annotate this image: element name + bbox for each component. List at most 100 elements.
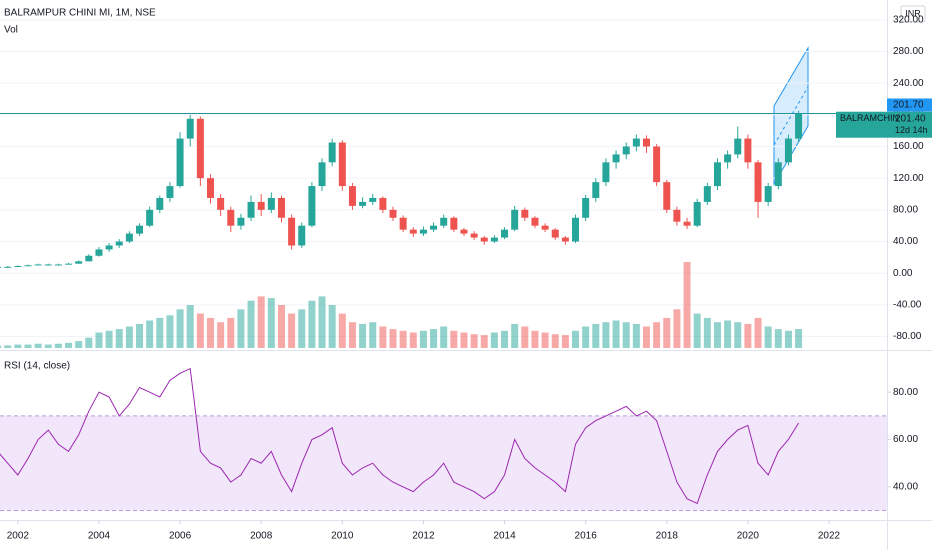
volume-bar — [34, 343, 42, 348]
volume-bar — [501, 330, 509, 348]
volume-bar — [632, 323, 640, 348]
volume-bar — [0, 345, 2, 348]
candle-body — [450, 217, 458, 230]
candle-body — [34, 264, 42, 266]
volume-bar — [156, 317, 164, 348]
hline-price: 201.70 — [893, 100, 924, 111]
volume-bar — [24, 344, 32, 348]
volume-bar — [450, 330, 458, 348]
candle-body — [683, 221, 691, 226]
parallel-channel[interactable] — [773, 46, 809, 186]
volume-bar — [267, 298, 275, 348]
volume-bar — [298, 309, 306, 348]
x-tick-label: 2010 — [331, 531, 354, 542]
candle-body — [440, 217, 448, 226]
last-price: 201.40 — [895, 113, 926, 124]
candle-body — [54, 264, 62, 266]
candle-body — [156, 197, 164, 210]
volume-bar — [724, 320, 732, 348]
y-tick-label: -80.00 — [893, 331, 922, 342]
candle-body — [227, 209, 235, 226]
candle-body — [744, 138, 752, 163]
volume-bar — [531, 330, 539, 348]
x-tick-label: 2012 — [412, 531, 435, 542]
volume-bar — [511, 323, 519, 348]
volume-bar — [359, 323, 367, 348]
volume-bar — [409, 332, 417, 348]
candle-body — [176, 138, 184, 187]
currency-button[interactable] — [900, 5, 926, 23]
candle-body — [784, 138, 792, 163]
candle-body — [724, 154, 732, 163]
candle-body — [206, 178, 214, 198]
candle-body — [85, 255, 93, 262]
volume-bar — [521, 326, 529, 348]
volume-bar — [541, 332, 549, 348]
candle-body — [551, 229, 559, 238]
volume-bar — [369, 322, 377, 348]
volume-bar — [683, 262, 691, 348]
candle-body — [531, 217, 539, 226]
volume-bar — [693, 313, 701, 348]
volume-bar — [653, 322, 661, 348]
candle-body — [196, 118, 204, 179]
candle-body — [622, 146, 630, 155]
candle-body — [298, 225, 306, 246]
volume-bar — [572, 330, 580, 348]
volume-bar — [430, 329, 438, 348]
volume-bar — [227, 317, 235, 348]
candle-body — [480, 237, 488, 242]
volume-label: Vol — [4, 25, 18, 36]
volume-bar — [105, 330, 113, 348]
rsi-label: RSI (14, close) — [4, 361, 70, 372]
y-tick-label: 40.00 — [893, 236, 918, 247]
volume-bar — [703, 317, 711, 348]
candle-body — [419, 229, 427, 234]
volume-bar — [622, 322, 630, 348]
volume-bar — [257, 296, 265, 348]
candle-body — [774, 162, 782, 187]
volume-bar — [379, 326, 387, 348]
volume-bar — [673, 309, 681, 348]
volume-bar — [663, 317, 671, 348]
volume-bar — [136, 323, 144, 348]
volume-bar — [389, 329, 397, 348]
candle-body — [460, 229, 468, 234]
candle-body — [217, 197, 225, 210]
volume-bar — [328, 305, 336, 348]
volume-bar — [774, 329, 782, 348]
candle-body — [754, 162, 762, 202]
currency: INR — [905, 8, 921, 18]
volume-bar — [440, 326, 448, 348]
candle-body — [115, 241, 123, 246]
candle-body — [713, 162, 721, 187]
candle-body — [653, 146, 661, 183]
candle-body — [338, 142, 346, 187]
volume-bar — [490, 332, 498, 348]
candle-body — [602, 162, 610, 183]
candle-body — [136, 225, 144, 234]
volume-bar — [338, 313, 346, 348]
candle-body — [24, 265, 32, 267]
last-price-tag — [836, 111, 932, 138]
volume-bar — [460, 332, 468, 348]
volume-bar — [4, 345, 12, 348]
candle-body — [764, 186, 772, 202]
volume-bar — [217, 322, 225, 348]
y-tick-label: 80.00 — [893, 204, 918, 215]
volume-bar — [186, 305, 194, 348]
volume-bar — [176, 309, 184, 348]
candle-body — [65, 263, 73, 265]
y-tick-label: 0.00 — [893, 268, 913, 279]
candle-body — [267, 197, 275, 210]
x-tick-label: 2016 — [575, 531, 598, 542]
volume-bar — [65, 342, 73, 348]
volume-bar — [44, 344, 52, 348]
volume-bar — [348, 322, 356, 348]
countdown: 12d 14h — [895, 125, 928, 135]
candle-body — [4, 266, 12, 268]
candle-body — [379, 197, 387, 210]
candle-body — [44, 264, 52, 266]
candle-body — [632, 138, 640, 147]
hline-tag — [887, 98, 932, 112]
